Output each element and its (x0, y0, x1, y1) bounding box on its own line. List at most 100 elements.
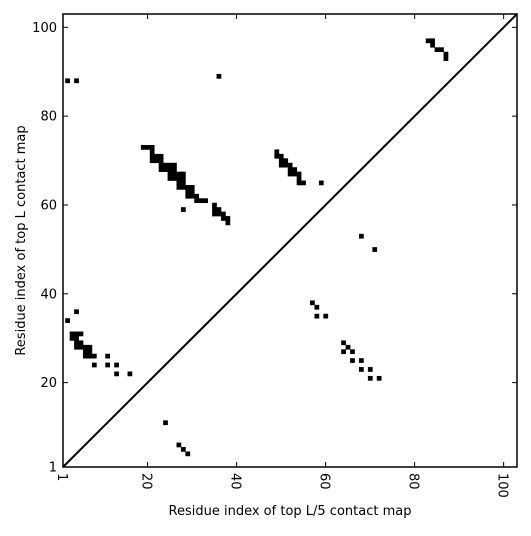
contact-point (185, 451, 191, 457)
contact-point (78, 340, 84, 346)
contact-point (158, 153, 164, 159)
y-axis-label: Residue index of top L contact map (14, 125, 29, 355)
contact-point (292, 171, 297, 177)
contact-point (203, 198, 208, 204)
x-tick-label: 60 (317, 473, 332, 490)
contact-point (163, 162, 168, 168)
contact-point (154, 153, 159, 159)
contact-point (176, 442, 182, 448)
contact-point (350, 358, 355, 363)
contact-point (180, 171, 186, 177)
contact-point (430, 38, 435, 44)
contact-point (74, 78, 79, 84)
y-tick-label: 60 (40, 198, 57, 213)
contact-point (167, 162, 173, 168)
contact-point (149, 158, 155, 164)
contact-point (167, 171, 173, 177)
contact-point (185, 184, 191, 190)
contact-point (180, 207, 186, 212)
contact-point (163, 167, 168, 172)
x-tick-label: 1 (54, 473, 69, 481)
contact-point (74, 344, 79, 350)
contact-point (278, 158, 284, 164)
contact-point (69, 335, 75, 341)
contact-point (367, 375, 373, 381)
contact-point (158, 162, 164, 168)
diagonal-line (62, 13, 518, 468)
contact-point (225, 216, 231, 221)
contact-point (105, 353, 111, 359)
contact-point (176, 184, 182, 190)
contact-point (198, 198, 204, 204)
contact-point (278, 162, 284, 168)
y-tick-label: 100 (32, 21, 57, 36)
contact-point (358, 358, 364, 363)
plot-frame (62, 13, 518, 468)
contact-point (149, 145, 155, 150)
contact-point (216, 73, 222, 79)
contact-point (345, 344, 351, 350)
contact-point (180, 180, 186, 186)
contact-point (274, 153, 280, 159)
contact-point (341, 349, 346, 355)
contact-point (425, 38, 431, 44)
contact-point (189, 184, 195, 190)
contact-point (287, 167, 293, 172)
contact-point (283, 158, 289, 164)
contact-point (172, 171, 177, 177)
contact-point (443, 56, 449, 61)
contact-point (149, 153, 155, 159)
contact-point (278, 153, 284, 159)
contact-point (65, 78, 70, 84)
contact-point (212, 207, 217, 212)
contact-point (287, 162, 293, 168)
contact-point (87, 349, 93, 355)
contact-point (185, 189, 191, 195)
contact-point (167, 176, 173, 181)
contact-point (180, 176, 186, 181)
contact-point (185, 193, 191, 199)
contact-point (372, 247, 378, 252)
x-tick-label: 100 (495, 473, 510, 498)
y-tick-label: 20 (40, 376, 57, 391)
x-axis-ticks: 1 20 40 60 80 100 (54, 14, 510, 498)
contact-point (358, 233, 364, 239)
contact-point (221, 211, 226, 217)
contact-point (310, 300, 315, 306)
contact-point (350, 349, 355, 355)
contact-point (301, 180, 306, 186)
contact-point (216, 207, 222, 212)
contact-point (430, 42, 435, 48)
contact-point (176, 171, 182, 177)
contact-point (65, 318, 70, 323)
contact-point (296, 176, 302, 181)
contact-point (180, 184, 186, 190)
contact-point (212, 211, 217, 217)
contact-point (367, 367, 373, 372)
contact-point (314, 313, 320, 319)
contact-points (65, 38, 449, 457)
contact-point (69, 331, 75, 337)
contact-point (127, 371, 133, 377)
contact-point (194, 193, 200, 199)
contact-point (212, 202, 217, 208)
contact-point (87, 353, 93, 359)
contact-point (274, 149, 280, 155)
y-tick-label: 80 (40, 110, 57, 125)
contact-point (83, 353, 88, 359)
contact-point (74, 309, 79, 315)
contact-point (358, 367, 364, 372)
contact-point (314, 304, 320, 310)
contact-point (189, 193, 195, 199)
x-tick-label: 40 (228, 473, 243, 490)
contact-point (434, 47, 440, 53)
contact-point (225, 220, 231, 226)
y-tick-label: 1 (49, 461, 57, 476)
contact-point (91, 353, 97, 359)
contact-point (323, 313, 329, 319)
contact-point (83, 344, 88, 350)
contact-point (91, 362, 97, 368)
contact-point (78, 331, 84, 337)
